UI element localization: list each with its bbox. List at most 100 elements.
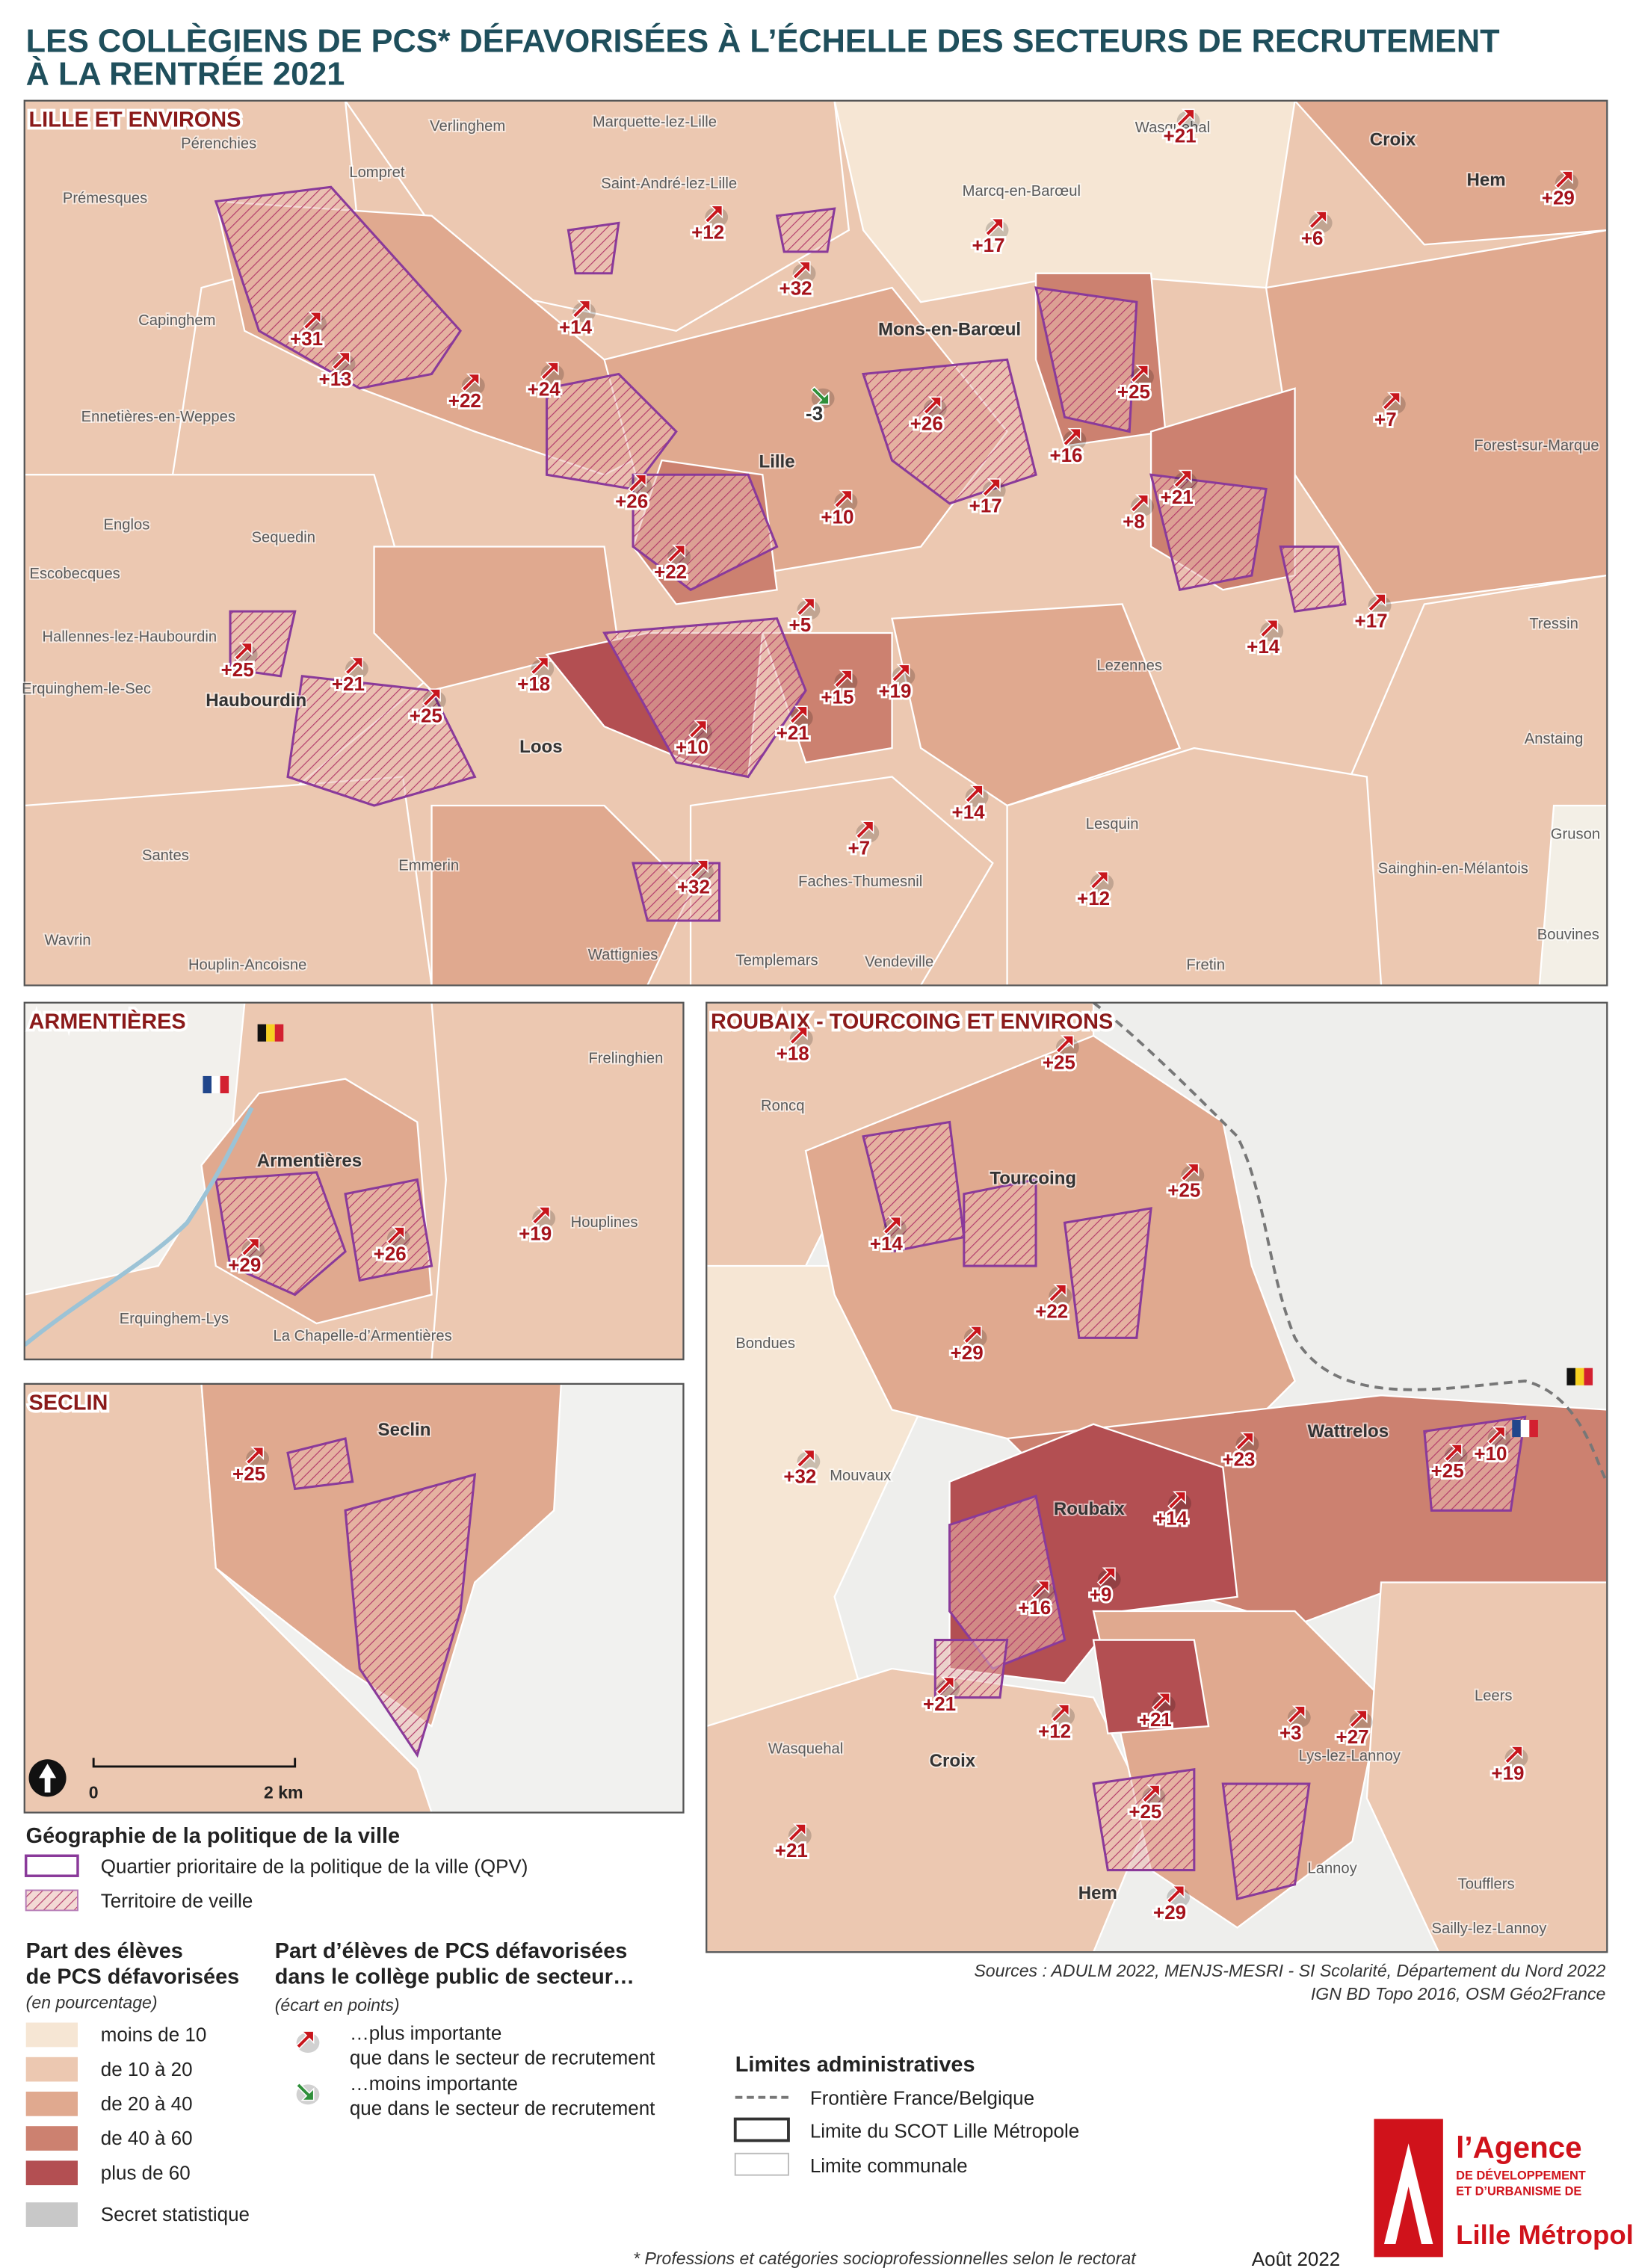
logo-mark bbox=[1383, 2143, 1433, 2245]
qpv-area bbox=[344, 1473, 477, 1758]
area bbox=[430, 1002, 684, 1360]
area bbox=[430, 804, 692, 986]
legend-label: de 20 à 40 bbox=[101, 2092, 193, 2115]
panel-title: ROUBAIX - TOURCOING ET ENVIRONS bbox=[711, 1010, 1113, 1033]
qpv-area bbox=[1279, 545, 1347, 613]
panel-frame bbox=[23, 1382, 685, 1814]
gap-arrow bbox=[791, 261, 811, 280]
area bbox=[24, 1383, 433, 1813]
place-label: Capinghem bbox=[138, 312, 215, 329]
qpv-area bbox=[344, 1178, 433, 1282]
gap-label: +14 bbox=[1155, 1507, 1188, 1530]
gap-label: +21 bbox=[775, 1839, 808, 1861]
flag bbox=[220, 1075, 229, 1094]
place-label: La Chapelle-d’Armentières bbox=[274, 1328, 452, 1344]
legend-swatch bbox=[25, 2091, 78, 2116]
gap-label: +7 bbox=[848, 836, 870, 859]
place-label: Houplin-Ancoisne bbox=[188, 957, 306, 973]
legend-swatch bbox=[25, 2022, 78, 2048]
legend-unit: (en pourcentage) bbox=[26, 1992, 158, 2012]
gap-label: +5 bbox=[789, 614, 812, 636]
place-label: Erquinghem-Lys bbox=[120, 1311, 229, 1327]
scale-label: 0 bbox=[89, 1782, 99, 1802]
qpv-area bbox=[1092, 1768, 1196, 1872]
gap-arrow bbox=[981, 478, 1001, 498]
flag bbox=[266, 1024, 275, 1042]
gap-label: +29 bbox=[1153, 1901, 1186, 1924]
legend-swatch bbox=[733, 2117, 790, 2142]
area bbox=[1006, 747, 1383, 986]
gap-label: +25 bbox=[410, 704, 442, 726]
qpv-area bbox=[546, 372, 678, 491]
gap-label: +8 bbox=[1123, 510, 1145, 532]
qpv-area bbox=[214, 185, 463, 390]
place-label: Hem bbox=[1467, 170, 1506, 190]
gap-arrow bbox=[295, 2082, 315, 2101]
legend-label: Secret statistique bbox=[101, 2203, 250, 2225]
gap-arrow bbox=[1166, 1885, 1185, 1904]
place-label: Leers bbox=[1475, 1687, 1513, 1704]
gap-arrow bbox=[936, 1676, 955, 1696]
gap-arrow bbox=[1141, 1785, 1161, 1804]
gap-arrow bbox=[1348, 1710, 1368, 1729]
gap-label: +23 bbox=[1222, 1448, 1255, 1471]
place-label: Emmerin bbox=[398, 858, 459, 874]
gap-arrow bbox=[667, 544, 686, 563]
gap-arrow bbox=[1151, 1692, 1170, 1711]
place-label: Wasquehal bbox=[768, 1741, 843, 1758]
gap-label: +17 bbox=[969, 494, 1002, 516]
gap-arrow bbox=[984, 217, 1004, 237]
legend-label: …plus importante bbox=[350, 2022, 502, 2045]
place-label: Gruson bbox=[1551, 826, 1600, 842]
qpv-area bbox=[1423, 1415, 1527, 1512]
place-label: Lille bbox=[759, 452, 795, 472]
place-label: Loos bbox=[519, 737, 562, 757]
place-label: Templemars bbox=[736, 953, 818, 969]
source: IGN BD Topo 2016, OSM Géo2France bbox=[1311, 1984, 1606, 2003]
flag bbox=[1566, 1368, 1575, 1385]
gap-label: +25 bbox=[1431, 1459, 1464, 1482]
gap-arrow bbox=[1487, 1426, 1506, 1445]
legend-label: Limite du SCOT Lille Métropole bbox=[810, 2120, 1079, 2142]
roubaix-panel bbox=[706, 1002, 1608, 1953]
gap-arrow bbox=[1173, 469, 1192, 489]
legend-title: dans le collège public de secteur… bbox=[275, 1965, 635, 1989]
place-label: Seclin bbox=[378, 1420, 431, 1440]
gap-label: +6 bbox=[1301, 226, 1324, 249]
gap-label: +21 bbox=[332, 673, 365, 695]
place-label: Hallennes-lez-Haubourdin bbox=[43, 629, 217, 646]
place-label: Vendeville bbox=[865, 954, 933, 971]
gap-label: +14 bbox=[1247, 635, 1280, 658]
legend-label: moins de 10 bbox=[101, 2024, 206, 2046]
flag bbox=[1575, 1368, 1584, 1385]
area bbox=[891, 603, 1182, 807]
gap-arrow bbox=[233, 642, 253, 661]
gap-arrow bbox=[1504, 1746, 1523, 1765]
logo-text: DE DÉVELOPPEMENT bbox=[1456, 2168, 1586, 2182]
gap-label: +16 bbox=[1018, 1596, 1051, 1619]
gap-label: +25 bbox=[1129, 1800, 1161, 1823]
gap-label: +31 bbox=[290, 327, 323, 350]
place-label: Armentières bbox=[257, 1151, 362, 1171]
scale-label: 2 km bbox=[264, 1782, 303, 1802]
area bbox=[1294, 100, 1608, 246]
place-label: Faches-Thumesnil bbox=[798, 874, 922, 890]
legend-label: Territoire de veille bbox=[101, 1890, 253, 1912]
gap-arrow bbox=[1259, 619, 1279, 638]
title: LES COLLÈGIENS DE PCS* DÉFAVORISÉES À L’… bbox=[26, 23, 1500, 59]
legend-label: de 40 à 60 bbox=[101, 2127, 193, 2149]
gap-label: +19 bbox=[1491, 1761, 1524, 1784]
qpv-area bbox=[632, 862, 721, 922]
gap-arrow bbox=[1130, 365, 1149, 384]
gap-label: +18 bbox=[517, 673, 550, 695]
gap-arrow bbox=[628, 474, 647, 493]
gap-arrow bbox=[245, 1446, 265, 1465]
gap-arrow bbox=[540, 362, 559, 381]
date: Août 2022 bbox=[1252, 2248, 1340, 2268]
gap-label: +19 bbox=[878, 680, 911, 702]
legend-label: plus de 60 bbox=[101, 2161, 191, 2184]
area bbox=[689, 776, 994, 986]
gap-arrow bbox=[1235, 1432, 1254, 1451]
gap-label: +25 bbox=[1167, 1179, 1200, 1202]
